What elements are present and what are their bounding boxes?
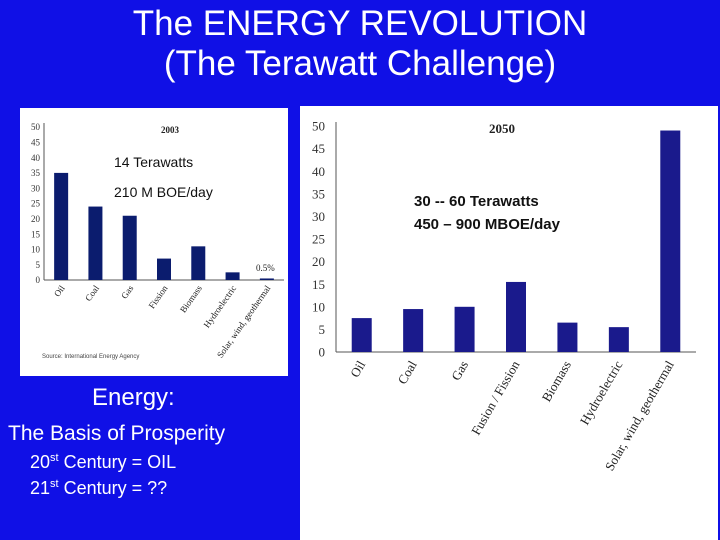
y-tick-label: 45: [312, 141, 325, 156]
y-tick-label: 0: [319, 345, 326, 360]
chart-title: 2003: [161, 125, 180, 135]
slide-title: The ENERGY REVOLUTION (The Terawatt Chal…: [0, 4, 720, 84]
annotation-terawatts-2003: 14 Terawatts: [114, 154, 193, 170]
x-tick-label: Coal: [394, 358, 419, 387]
annotation-terawatts-2050: 30 -- 60 Terawatts: [414, 193, 539, 210]
century-20-suffix: st: [50, 452, 59, 464]
chart-2050-panel: 0 5 10 15 20 25 30 35 40 45 50 2050 Oil Coal Gas Fusion…: [300, 106, 718, 540]
y-tick-label: 10: [31, 245, 41, 255]
bar-fusion-fission: [506, 281, 526, 352]
century-21-line: 21st Century = ??: [30, 478, 167, 499]
bar-hydroelectric: [225, 272, 240, 280]
y-tick-label: 50: [31, 122, 41, 132]
y-tick-label: 15: [312, 277, 325, 292]
bar-fission: [157, 258, 171, 280]
x-tick-label: Coal: [83, 283, 101, 303]
x-tick-label: Oil: [52, 283, 67, 299]
bar-oil: [351, 318, 372, 352]
century-21-suffix: st: [50, 478, 59, 490]
century-20-number: 20: [30, 452, 51, 472]
chart-2003: 0 5 10 15 20 25 30 35 40 45 50 2003 Oil Coal Gas Fissio…: [31, 122, 284, 360]
x-tick-label: Fission: [147, 283, 170, 310]
y-tick-label: 40: [31, 153, 41, 163]
chart-title: 2050: [489, 121, 515, 136]
y-tick-label: 25: [312, 232, 325, 247]
y-tick-label: 30: [31, 183, 41, 193]
y-tick-label: 0: [36, 275, 41, 285]
y-tick-label: 40: [312, 164, 325, 179]
x-tick-label: Hydroelectric: [202, 283, 239, 329]
y-tick-label: 5: [36, 260, 41, 270]
y-tick-label: 25: [31, 199, 41, 209]
bar-biomass: [557, 322, 578, 352]
century-21-text: Century = ??: [58, 478, 168, 498]
bar-gas: [454, 306, 475, 352]
bar-solar-wind-geothermal: [660, 130, 681, 352]
x-tick-label: Gas: [119, 283, 136, 301]
century-20-line: 20st Century = OIL: [30, 452, 176, 473]
century-20-text: Century = OIL: [58, 452, 177, 472]
y-tick-label: 5: [319, 322, 326, 337]
title-line-1: The ENERGY REVOLUTION: [132, 4, 588, 43]
annotation-boe-2003: 210 M BOE/day: [114, 184, 213, 200]
bar-biomass: [191, 246, 206, 280]
century-21-number: 21: [30, 478, 51, 498]
title-line-2: (The Terawatt Challenge): [163, 44, 557, 83]
y-tick-label: 35: [312, 186, 325, 201]
chart-2003-panel: 0 5 10 15 20 25 30 35 40 45 50 2003 Oil Coal Gas Fissio…: [20, 108, 288, 376]
y-tick-label: 15: [31, 229, 41, 239]
y-tick-label: 10: [312, 299, 325, 314]
x-tick-label: Oil: [347, 358, 368, 380]
bar-coal: [403, 309, 424, 352]
annotation-percent-2003: 0.5%: [256, 263, 275, 273]
basis-text: The Basis of Prosperity: [8, 422, 226, 445]
y-tick-label: 30: [312, 209, 325, 224]
x-tick-label: Hydroelectric: [577, 358, 626, 428]
y-tick-label: 20: [312, 254, 325, 269]
bar-hydroelectric: [608, 327, 629, 352]
x-tick-label: Biomass: [178, 283, 204, 315]
bar-solar-wind-geothermal: [259, 278, 274, 280]
y-tick-label: 45: [31, 137, 41, 147]
energy-heading: Energy:: [92, 384, 175, 411]
x-tick-label: Biomass: [539, 358, 574, 404]
chart-2050: 0 5 10 15 20 25 30 35 40 45 50 2050 Oil Coal GasFusion…: [312, 119, 696, 473]
y-tick-label: 20: [31, 214, 41, 224]
source-note: Source: International Energy Agency: [42, 354, 139, 360]
x-tick-label: Fusion / Fission: [468, 358, 523, 438]
bar-oil: [54, 172, 69, 280]
bar-gas: [122, 215, 137, 280]
y-tick-label: 35: [31, 168, 41, 178]
y-tick-label: 50: [312, 119, 325, 134]
annotation-boe-2050: 450 – 900 MBOE/day: [414, 216, 561, 233]
x-tick-label: Gas: [448, 358, 471, 383]
bar-coal: [88, 206, 103, 280]
